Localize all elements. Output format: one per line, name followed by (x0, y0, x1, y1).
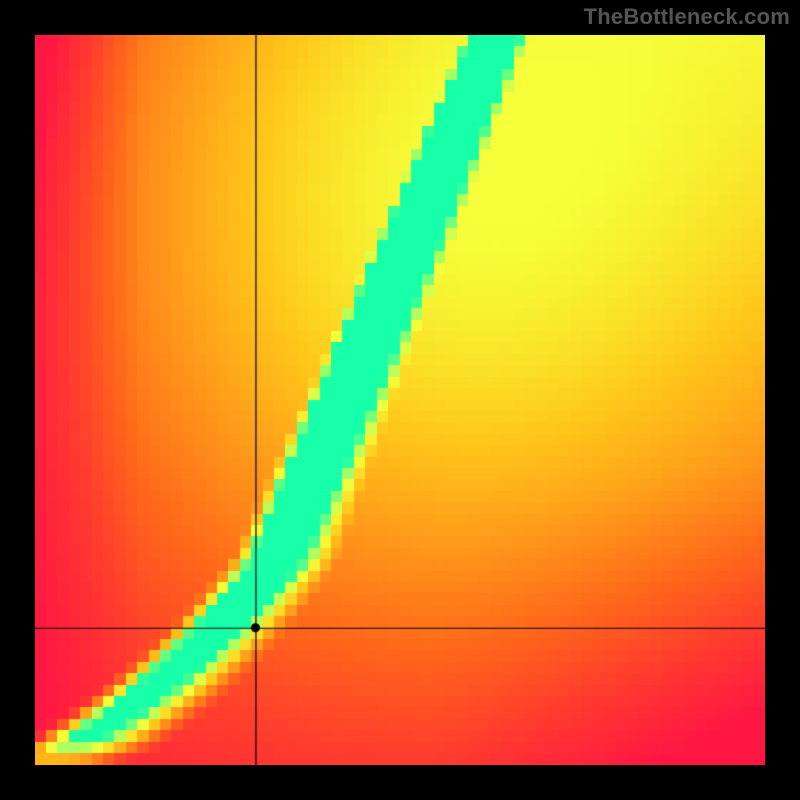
watermark-text: TheBottleneck.com (584, 0, 800, 30)
bottleneck-heatmap (35, 35, 765, 765)
figure-container: TheBottleneck.com (0, 0, 800, 800)
